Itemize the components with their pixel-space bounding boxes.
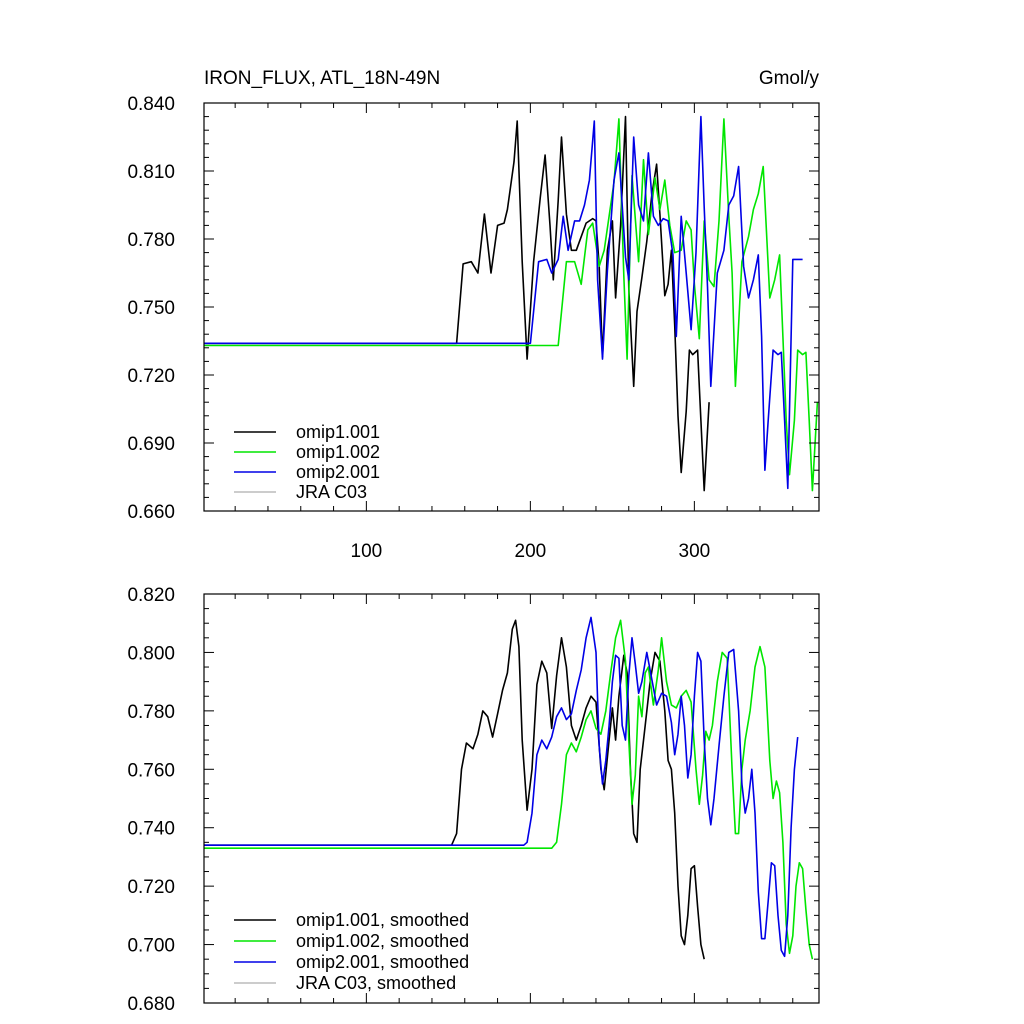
y-tick-label: 0.800: [127, 643, 175, 664]
plot-area: [204, 616, 814, 960]
legend-label-4: JRA C03, smoothed: [296, 973, 456, 993]
series-line-3: [204, 115, 803, 490]
series-line-1: [204, 115, 710, 492]
y-tick-label: 0.720: [127, 366, 175, 387]
series-line-2: [204, 118, 819, 492]
chart-panel-1: 0.660 0.690 0.720 0.750 0.780 0.810 0.840 100 20…: [127, 68, 820, 562]
chart-title: IRON_FLUX, ATL_18N-49N: [204, 68, 440, 89]
y-tick-label: 0.740: [127, 819, 175, 840]
chart-panel-2: 0.680 0.700 0.720 0.740 0.760 0.780 0.800 0.820…: [127, 585, 820, 1015]
legend-label-2: omip1.002, smoothed: [296, 931, 469, 951]
x-tick-label: 300: [679, 541, 711, 562]
y-tick-label: 0.780: [127, 230, 175, 251]
series-line-1: [204, 619, 705, 960]
y-tick-label: 0.810: [127, 162, 175, 183]
legend-label-1: omip1.001, smoothed: [296, 910, 469, 930]
legend-label-2: omip1.002: [296, 442, 380, 462]
legend-label-3: omip2.001: [296, 462, 380, 482]
units-label: Gmol/y: [759, 68, 820, 89]
y-tick-label: 0.840: [127, 94, 175, 115]
y-tick-label: 0.680: [127, 994, 175, 1015]
x-tick-label: 200: [515, 541, 547, 562]
series-line-3: [204, 616, 799, 958]
y-tick-label: 0.690: [127, 434, 175, 455]
plot-area: [204, 115, 819, 492]
y-tick-label: 0.700: [127, 936, 175, 957]
legend-label-3: omip2.001, smoothed: [296, 952, 469, 972]
legend-label-4: JRA C03: [296, 482, 367, 502]
y-tick-label: 0.780: [127, 702, 175, 723]
y-tick-label: 0.820: [127, 585, 175, 606]
y-tick-label: 0.760: [127, 760, 175, 781]
y-tick-label: 0.660: [127, 502, 175, 523]
legend-label-1: omip1.001: [296, 422, 380, 442]
y-tick-label: 0.720: [127, 877, 175, 898]
y-tick-label: 0.750: [127, 298, 175, 319]
x-tick-label: 100: [351, 541, 383, 562]
